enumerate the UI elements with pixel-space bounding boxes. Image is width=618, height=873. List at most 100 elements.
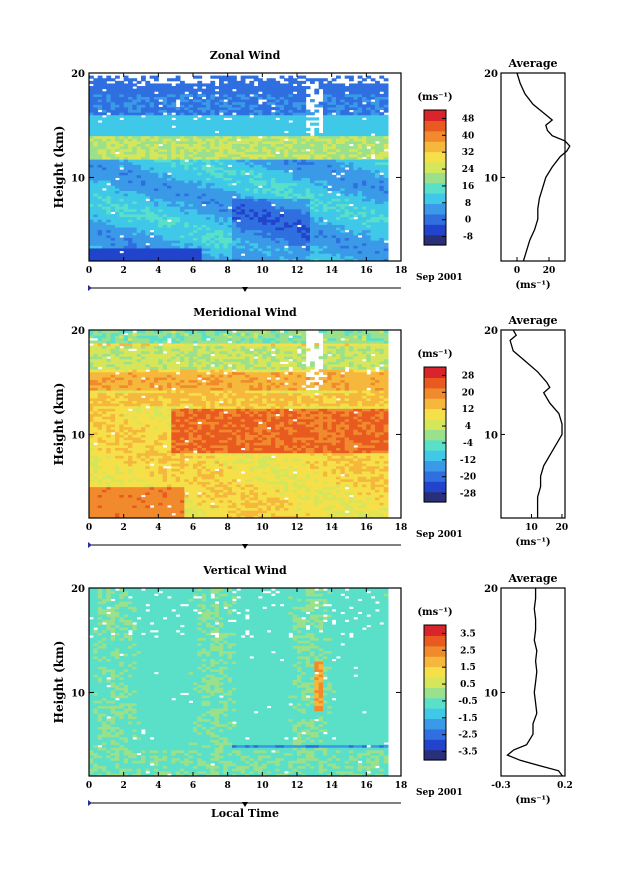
y-tick-label: 20 <box>71 326 85 337</box>
profile-line <box>509 329 563 518</box>
x-tick-label: 0 <box>86 266 92 276</box>
colorbar <box>423 109 447 246</box>
y-tick-label: 10 <box>71 430 85 441</box>
y-axis-label: Height (km) <box>52 383 66 466</box>
profile-y-tick-label: 10 <box>484 688 498 699</box>
x-tick-label: 14 <box>325 266 338 276</box>
x-tick-label: 16 <box>360 266 373 276</box>
profile-x-tick-label: 20 <box>543 266 556 276</box>
colorbar-tick-label: -20 <box>460 473 476 483</box>
profile-x-tick-label: 20 <box>556 523 569 533</box>
colorbar-tick-label: 1.5 <box>460 663 476 673</box>
plot-title: Meridional Wind <box>193 306 297 319</box>
plot-frame <box>88 72 402 262</box>
profile-title: Average <box>507 57 557 70</box>
range-start-marker <box>88 542 92 548</box>
profile-y-tick-label: 10 <box>484 173 498 184</box>
profile-frame <box>500 587 566 777</box>
x-tick-label: 18 <box>395 266 408 276</box>
x-tick-label: 4 <box>155 266 161 276</box>
profile-title: Average <box>507 314 557 327</box>
x-tick-label: 14 <box>325 781 338 791</box>
profile-unit: (ms⁻¹) <box>515 795 550 806</box>
colorbar-tick-label: 2.5 <box>460 646 476 656</box>
colorbar-tick-label: 0.5 <box>460 680 476 690</box>
x-tick-label: 12 <box>291 781 304 791</box>
profile-line <box>516 72 571 262</box>
profile-x-tick-label: 0 <box>514 266 520 276</box>
colorbar-tick-label: -3.5 <box>458 748 477 758</box>
colorbar-tick-label: -12 <box>460 456 476 466</box>
colorbar-tick-label: -2.5 <box>458 731 477 741</box>
colorbar <box>423 366 447 503</box>
heatmap-field <box>89 75 389 262</box>
heatmap-field <box>89 330 389 519</box>
y-tick-label: 20 <box>71 584 85 595</box>
profile-unit: (ms⁻¹) <box>515 280 550 291</box>
x-tick-label: 10 <box>256 266 269 276</box>
profile-title: Average <box>507 572 557 585</box>
x-tick-label: 18 <box>395 523 408 533</box>
range-mid-marker <box>242 287 248 292</box>
colorbar-tick-label: 28 <box>462 371 475 381</box>
profile-x-tick-label: 0.2 <box>557 781 573 791</box>
profile-frame <box>500 329 566 519</box>
x-tick-label: 16 <box>360 523 373 533</box>
profile-x-tick-label: 10 <box>525 523 538 533</box>
x-tick-label: 2 <box>121 781 127 791</box>
x-tick-label: 0 <box>86 523 92 533</box>
profile-y-tick-label: 20 <box>484 69 498 80</box>
colorbar-tick-label: 16 <box>462 182 475 192</box>
colorbar-tick-label: 32 <box>462 148 475 158</box>
colorbar-tick-label: 4 <box>465 422 471 432</box>
x-tick-label: 2 <box>121 266 127 276</box>
x-tick-label: 8 <box>225 523 231 533</box>
plot-frame <box>88 329 402 519</box>
profile-y-tick-label: 20 <box>484 326 498 337</box>
x-tick-label: 0 <box>86 781 92 791</box>
colorbar-tick-label: -8 <box>463 233 473 243</box>
x-axis-label: Local Time <box>211 807 279 820</box>
x-tick-label: 8 <box>225 266 231 276</box>
profile-line <box>506 588 563 777</box>
profile-x-tick-label: -0.3 <box>491 781 510 791</box>
date-label: Sep 2001 <box>416 530 463 540</box>
range-start-marker <box>88 800 92 806</box>
plot-title: Vertical Wind <box>202 564 287 577</box>
x-tick-label: 6 <box>190 523 196 533</box>
vertical-wind-panel: Vertical Wind 10 20 Height (km) 0 2 4 6 8 10 12 14 1… <box>52 564 573 820</box>
colorbar-tick-label: 24 <box>462 165 475 175</box>
colorbar-tick-label: 40 <box>462 131 475 141</box>
x-tick-label: 4 <box>155 523 161 533</box>
y-tick-label: 10 <box>71 173 85 184</box>
range-mid-marker <box>242 544 248 549</box>
range-start-marker <box>88 285 92 291</box>
colorbar-tick-label: -1.5 <box>458 714 477 724</box>
colorbar-tick-label: 20 <box>462 388 475 398</box>
colorbar-tick-label: 3.5 <box>460 629 476 639</box>
x-tick-label: 10 <box>256 523 269 533</box>
colorbar <box>423 624 447 761</box>
x-tick-label: 6 <box>190 266 196 276</box>
y-tick-label: 10 <box>71 688 85 699</box>
range-mid-marker <box>242 802 248 807</box>
colorbar-unit: (ms⁻¹) <box>417 92 452 103</box>
profile-frame <box>500 72 566 262</box>
meridional-wind-panel: Meridional Wind 10 20 Height (km) 0 2 4 6 8 10 12 1… <box>52 306 568 549</box>
x-tick-label: 8 <box>225 781 231 791</box>
profile-y-tick-label: 10 <box>484 430 498 441</box>
profile-unit: (ms⁻¹) <box>515 537 550 548</box>
colorbar-tick-label: -0.5 <box>458 697 477 707</box>
y-tick-label: 20 <box>71 69 85 80</box>
x-tick-label: 12 <box>291 266 304 276</box>
x-tick-label: 6 <box>190 781 196 791</box>
heatmap-field <box>89 588 389 777</box>
colorbar-tick-label: -28 <box>460 490 476 500</box>
colorbar-unit: (ms⁻¹) <box>417 349 452 360</box>
profile-y-tick-label: 20 <box>484 584 498 595</box>
x-tick-label: 18 <box>395 781 408 791</box>
plot-frame <box>88 587 402 777</box>
x-tick-label: 10 <box>256 781 269 791</box>
